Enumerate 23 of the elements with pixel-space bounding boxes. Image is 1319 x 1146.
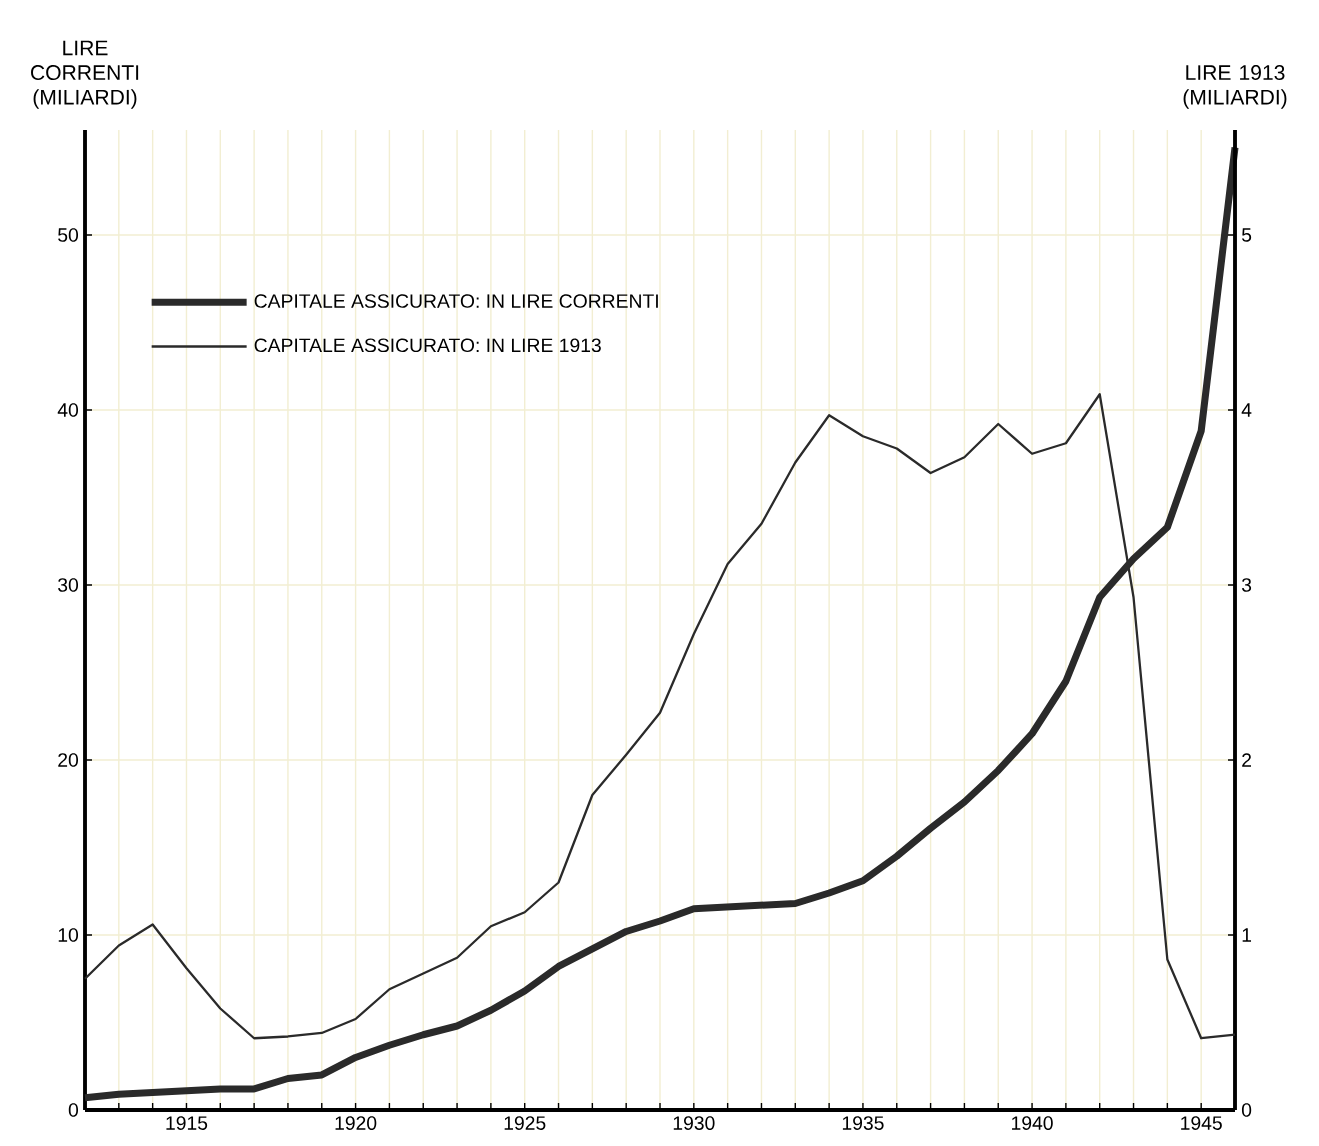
legend-label: CAPITALE ASSICURATO: IN LIRE CORRENTI (254, 294, 658, 308)
y2-axis-title: LIRE 1913 (MILIARDI) (1183, 65, 1287, 109)
x-tick-label: 1940 (1012, 1116, 1053, 1130)
y2-tick-label: 0 (1241, 1103, 1252, 1117)
y2-tick-label: 4 (1241, 403, 1252, 417)
y-tick-label: 50 (58, 228, 79, 242)
x-tick-label: 1935 (842, 1116, 884, 1130)
y2-tick-label: 1 (1242, 928, 1252, 942)
x-tick-label: 1945 (1181, 1116, 1222, 1130)
x-tick-label: 1925 (504, 1116, 546, 1130)
x-tick-label: 1930 (673, 1116, 715, 1130)
y-tick-label: 40 (57, 403, 79, 417)
y2-tick-label: 5 (1241, 228, 1252, 242)
y-tick-label: 30 (58, 578, 79, 592)
y-tick-label: 0 (68, 1103, 79, 1117)
y2-tick-label: 3 (1241, 578, 1252, 592)
y-tick-label: 20 (58, 753, 79, 767)
legend-label: CAPITALE ASSICURATO: IN LIRE 1913 (254, 338, 601, 353)
y-axis-title: LIRE CORRENTI (MILIARDI) (31, 40, 139, 109)
y2-tick-label: 2 (1242, 753, 1251, 767)
x-tick-label: 1915 (166, 1116, 208, 1130)
x-tick-label: 1920 (335, 1116, 377, 1130)
y-tick-label: 10 (58, 928, 79, 942)
